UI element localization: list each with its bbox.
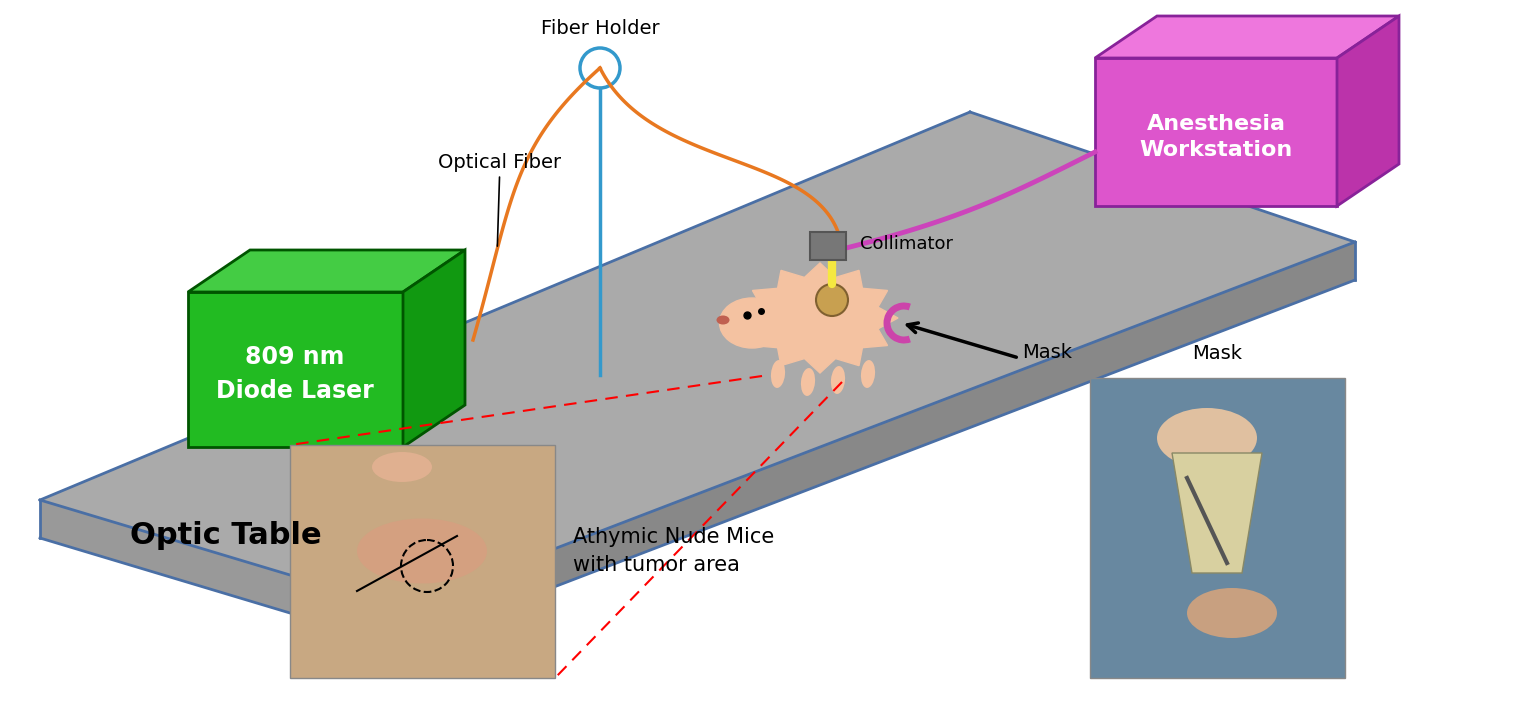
Polygon shape — [1096, 58, 1337, 206]
Ellipse shape — [372, 452, 431, 482]
Polygon shape — [399, 242, 1355, 646]
Polygon shape — [1337, 16, 1399, 206]
Text: Optical Fiber: Optical Fiber — [439, 152, 561, 246]
Text: Athymic Nude Mice
with tumor area: Athymic Nude Mice with tumor area — [573, 527, 774, 575]
Ellipse shape — [357, 518, 488, 584]
Text: Mask: Mask — [1192, 344, 1242, 363]
Text: Mask: Mask — [1023, 343, 1071, 362]
Text: Anesthesia
Workstation: Anesthesia Workstation — [1140, 114, 1292, 160]
Ellipse shape — [861, 360, 875, 388]
Polygon shape — [40, 112, 1355, 608]
Polygon shape — [402, 250, 465, 447]
Ellipse shape — [719, 298, 785, 348]
Text: 809 nm
Diode Laser: 809 nm Diode Laser — [216, 345, 373, 403]
Bar — [1090, 378, 1346, 678]
Polygon shape — [1172, 453, 1262, 573]
Polygon shape — [1096, 16, 1399, 58]
Bar — [809, 232, 846, 260]
Polygon shape — [187, 292, 402, 447]
Ellipse shape — [716, 316, 730, 324]
Polygon shape — [40, 500, 399, 646]
Polygon shape — [187, 250, 465, 292]
Ellipse shape — [1157, 408, 1257, 468]
Ellipse shape — [831, 366, 846, 394]
Ellipse shape — [771, 360, 785, 388]
Text: Optic Table: Optic Table — [130, 520, 322, 549]
Ellipse shape — [802, 368, 815, 396]
Bar — [290, 445, 555, 678]
Text: Collimator: Collimator — [860, 235, 952, 253]
Polygon shape — [742, 263, 898, 373]
Circle shape — [815, 284, 847, 316]
Ellipse shape — [1187, 588, 1277, 638]
Text: Fiber Holder: Fiber Holder — [541, 19, 660, 38]
